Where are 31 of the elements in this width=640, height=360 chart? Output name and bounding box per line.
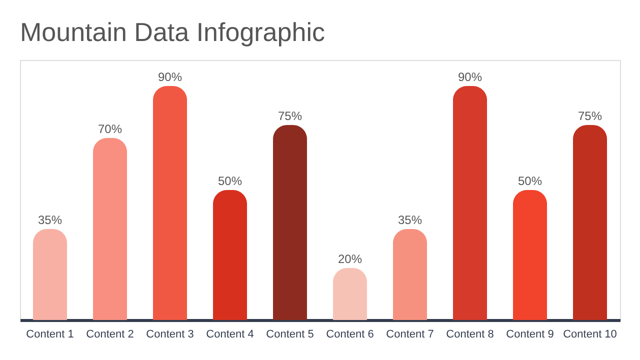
data-label: 35% (398, 213, 422, 227)
data-label: 75% (578, 109, 602, 123)
bar (213, 190, 247, 320)
bar (273, 125, 307, 320)
bar (153, 86, 187, 320)
bar (573, 125, 607, 320)
data-label: 70% (98, 122, 122, 136)
x-tick-label: Content 6 (326, 328, 374, 340)
data-label: 20% (338, 252, 362, 266)
bar (513, 190, 547, 320)
bar (33, 229, 67, 320)
bar (333, 268, 367, 320)
bar (393, 229, 427, 320)
data-label: 75% (278, 109, 302, 123)
x-tick-label: Content 4 (206, 328, 254, 340)
data-label: 50% (218, 174, 242, 188)
x-tick-label: Content 10 (563, 328, 617, 340)
x-tick-label: Content 3 (146, 328, 194, 340)
x-tick-label: Content 1 (26, 328, 74, 340)
bar (93, 138, 127, 320)
x-tick-label: Content 7 (386, 328, 434, 340)
data-label: 90% (458, 70, 482, 84)
data-label: 90% (158, 70, 182, 84)
chart-title: Mountain Data Infographic (20, 17, 325, 47)
x-tick-label: Content 5 (266, 328, 314, 340)
data-label: 35% (38, 213, 62, 227)
x-tick-label: Content 2 (86, 328, 134, 340)
data-label: 50% (518, 174, 542, 188)
x-tick-label: Content 8 (446, 328, 494, 340)
x-tick-label: Content 9 (506, 328, 554, 340)
bar (453, 86, 487, 320)
